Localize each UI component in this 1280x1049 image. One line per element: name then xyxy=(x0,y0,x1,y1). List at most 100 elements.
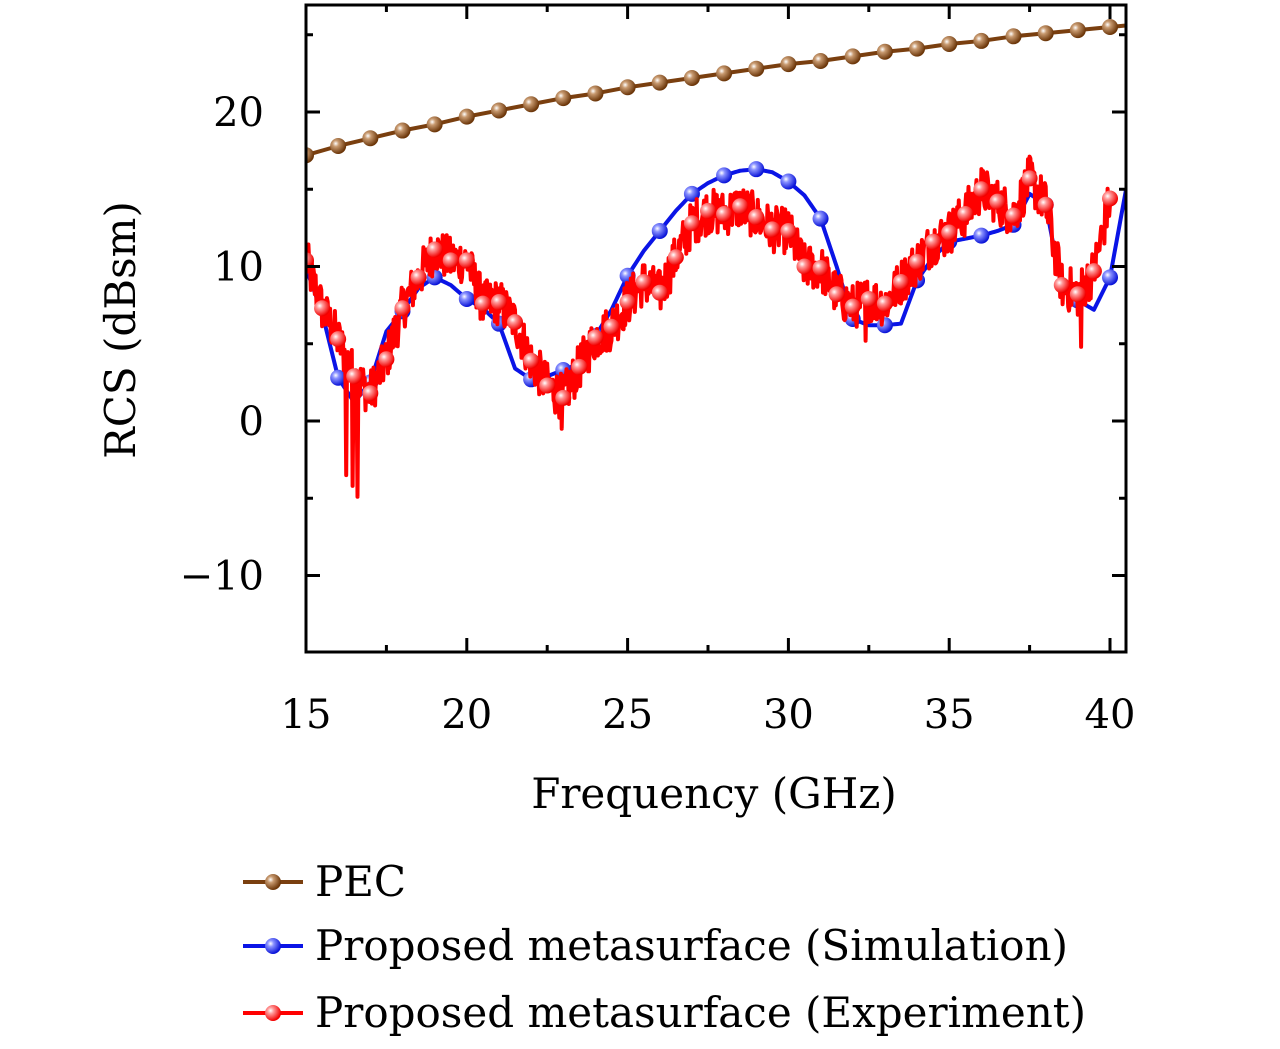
data-point-experiment xyxy=(989,193,1006,210)
data-point-experiment xyxy=(1102,190,1118,207)
x-tick-label: 35 xyxy=(924,692,975,738)
data-point-experiment xyxy=(683,215,700,232)
data-point-simulation xyxy=(1102,269,1118,286)
x-tick-label: 20 xyxy=(441,692,492,738)
data-point-experiment xyxy=(780,222,797,239)
data-point-pec xyxy=(619,79,636,96)
data-point-simulation xyxy=(780,173,797,190)
data-point-experiment xyxy=(876,295,893,312)
data-point-pec xyxy=(1102,19,1118,36)
data-point-pec xyxy=(780,56,797,73)
data-point-pec xyxy=(362,130,379,147)
legend-item-simulation: Proposed metasurface (Simulation) xyxy=(243,921,1068,970)
data-point-experiment xyxy=(925,233,942,250)
x-tick-label: 15 xyxy=(281,692,332,738)
series-line-pec xyxy=(306,23,1126,158)
x-axis-title: Frequency (GHz) xyxy=(531,769,897,818)
y-tick-label: 0 xyxy=(239,399,264,445)
data-point-experiment xyxy=(523,352,540,369)
data-point-experiment xyxy=(426,241,443,258)
data-point-experiment xyxy=(909,253,926,270)
data-point-experiment xyxy=(378,351,395,368)
data-point-experiment xyxy=(555,389,572,406)
legend-label-pec: PEC xyxy=(315,857,406,906)
data-point-experiment xyxy=(828,286,845,303)
data-point-simulation xyxy=(651,222,668,239)
data-point-experiment xyxy=(330,331,347,348)
data-point-experiment xyxy=(892,273,909,290)
data-point-experiment xyxy=(957,205,974,222)
data-point-pec xyxy=(716,65,733,82)
data-point-experiment xyxy=(603,318,620,335)
y-axis-title: RCS (dBsm) xyxy=(96,201,145,459)
data-point-experiment xyxy=(796,258,813,275)
data-point-experiment xyxy=(314,300,331,317)
series-layer xyxy=(306,19,1126,499)
data-point-pec xyxy=(748,60,765,77)
data-point-experiment xyxy=(346,368,363,385)
data-point-experiment xyxy=(394,300,411,317)
data-point-experiment xyxy=(1085,263,1102,280)
data-point-experiment xyxy=(490,294,507,311)
data-point-pec xyxy=(1069,22,1086,39)
data-point-experiment xyxy=(442,252,459,269)
data-point-experiment xyxy=(1069,286,1086,303)
legend-marker-pec xyxy=(265,874,281,890)
legend-marker-simulation xyxy=(265,938,281,954)
data-point-pec xyxy=(306,147,314,164)
data-point-pec xyxy=(683,70,700,87)
data-point-experiment xyxy=(651,284,668,301)
data-point-pec xyxy=(1005,28,1022,45)
data-point-pec xyxy=(555,90,572,107)
data-point-pec xyxy=(973,32,990,49)
data-point-experiment xyxy=(410,269,427,286)
data-point-experiment xyxy=(764,221,781,238)
data-point-experiment xyxy=(619,294,636,311)
data-point-experiment xyxy=(1005,207,1022,224)
data-point-experiment xyxy=(474,295,491,312)
y-tick-label: −10 xyxy=(180,554,264,600)
data-point-pec xyxy=(587,85,604,102)
data-point-simulation xyxy=(330,369,347,386)
series-line-simulation xyxy=(306,167,1126,405)
data-point-simulation xyxy=(812,210,829,227)
data-point-pec xyxy=(490,102,507,119)
data-point-simulation xyxy=(458,290,475,307)
ticks-layer xyxy=(304,5,1126,652)
legend-label-experiment: Proposed metasurface (Experiment) xyxy=(315,988,1086,1037)
data-point-experiment xyxy=(748,209,765,226)
series-experiment xyxy=(306,154,1118,499)
data-point-experiment xyxy=(812,260,829,277)
data-point-experiment xyxy=(306,252,314,269)
data-point-pec xyxy=(651,74,668,91)
legend-label-simulation: Proposed metasurface (Simulation) xyxy=(315,921,1068,970)
data-point-experiment xyxy=(362,385,379,402)
data-point-experiment xyxy=(700,202,716,219)
plot-frame xyxy=(304,3,1128,654)
data-point-simulation xyxy=(973,227,990,244)
data-point-experiment xyxy=(716,205,733,222)
data-point-experiment xyxy=(571,358,588,375)
data-point-experiment xyxy=(1037,196,1054,213)
data-point-pec xyxy=(523,96,540,113)
legend: PEC Proposed metasurface (Simulation) Pr… xyxy=(243,857,1086,1037)
x-tick-label: 30 xyxy=(763,692,814,738)
y-tick-label: 10 xyxy=(213,245,264,291)
y-tick-label: 20 xyxy=(213,90,264,136)
data-point-experiment xyxy=(539,377,556,394)
data-point-simulation xyxy=(716,167,733,184)
data-point-pec xyxy=(812,53,829,70)
data-point-pec xyxy=(1037,25,1054,42)
data-point-simulation xyxy=(748,161,765,178)
data-point-pec xyxy=(426,116,443,133)
data-point-pec xyxy=(394,122,411,139)
legend-marker-experiment xyxy=(265,1005,281,1021)
data-point-experiment xyxy=(860,290,877,307)
data-point-experiment xyxy=(844,298,861,315)
data-point-experiment xyxy=(587,329,604,346)
x-tick-label: 25 xyxy=(602,692,653,738)
legend-item-pec: PEC xyxy=(243,857,406,906)
data-point-experiment xyxy=(941,224,958,241)
x-tick-label: 40 xyxy=(1085,692,1136,738)
data-point-experiment xyxy=(1053,277,1070,294)
